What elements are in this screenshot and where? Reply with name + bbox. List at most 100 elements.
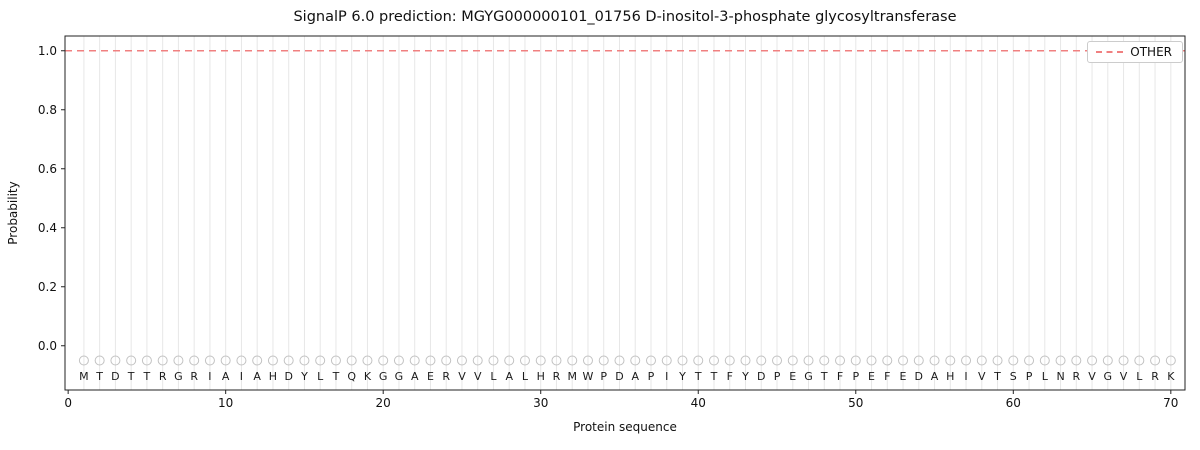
residue-marker bbox=[677, 355, 688, 366]
x-tick-label: 10 bbox=[218, 396, 233, 410]
residue-marker bbox=[756, 355, 767, 366]
residue-letter: D bbox=[615, 370, 623, 383]
residue-letter: Q bbox=[347, 370, 356, 383]
residue-marker bbox=[882, 355, 893, 366]
residue-letter: P bbox=[774, 370, 781, 383]
residue-marker bbox=[1118, 355, 1129, 366]
residue-letter: F bbox=[727, 370, 733, 383]
residue-letter: G bbox=[379, 370, 388, 383]
y-tick-label: 0.0 bbox=[38, 339, 57, 353]
residue-letter: Y bbox=[300, 370, 308, 383]
y-tick-label: 0.4 bbox=[38, 221, 57, 235]
residue-letter: T bbox=[332, 370, 340, 383]
residue-letter: L bbox=[490, 370, 497, 383]
residue-letter: K bbox=[364, 370, 372, 383]
residue-letter: A bbox=[931, 370, 939, 383]
residue-letter: G bbox=[174, 370, 183, 383]
residue-marker bbox=[1102, 355, 1113, 366]
residue-letter: P bbox=[1026, 370, 1033, 383]
residue-marker bbox=[220, 355, 231, 366]
residue-letter: Y bbox=[678, 370, 686, 383]
residue-letter: I bbox=[208, 370, 211, 383]
residue-marker bbox=[126, 355, 137, 366]
x-tick-label: 60 bbox=[1006, 396, 1021, 410]
residue-letter: L bbox=[1042, 370, 1049, 383]
residue-marker bbox=[252, 355, 263, 366]
residue-marker bbox=[535, 355, 546, 366]
y-tick-label: 1.0 bbox=[38, 44, 57, 58]
residue-marker bbox=[204, 355, 215, 366]
residue-letter: G bbox=[395, 370, 404, 383]
residue-marker bbox=[913, 355, 924, 366]
residue-letter: E bbox=[427, 370, 434, 383]
residue-letter: R bbox=[1151, 370, 1159, 383]
chart-title: SignalP 6.0 prediction: MGYG000000101_01… bbox=[293, 9, 957, 25]
residue-marker bbox=[236, 355, 247, 366]
residue-letter: L bbox=[1136, 370, 1143, 383]
residue-letter: V bbox=[1088, 370, 1096, 383]
residue-marker bbox=[1055, 355, 1066, 366]
y-axis-label: Probability bbox=[6, 181, 20, 244]
residue-marker bbox=[1024, 355, 1035, 366]
legend-label: OTHER bbox=[1130, 45, 1172, 59]
x-tick-label: 20 bbox=[376, 396, 391, 410]
residue-marker bbox=[472, 355, 483, 366]
residue-letter: I bbox=[240, 370, 243, 383]
residue-letter: L bbox=[522, 370, 529, 383]
residue-marker bbox=[267, 355, 278, 366]
residue-marker bbox=[173, 355, 184, 366]
residue-marker bbox=[456, 355, 467, 366]
residue-marker bbox=[157, 355, 168, 366]
residue-marker bbox=[519, 355, 530, 366]
residue-marker bbox=[630, 355, 641, 366]
residue-marker bbox=[299, 355, 310, 366]
residue-marker bbox=[1134, 355, 1145, 366]
gridlines bbox=[83, 36, 1172, 390]
residue-marker bbox=[582, 355, 593, 366]
residue-letter: R bbox=[1072, 370, 1080, 383]
residue-letter: T bbox=[820, 370, 828, 383]
residue-marker bbox=[567, 355, 578, 366]
residue-marker bbox=[645, 355, 656, 366]
residue-marker bbox=[504, 355, 515, 366]
residue-marker bbox=[1150, 355, 1161, 366]
residue-letter: F bbox=[884, 370, 890, 383]
residue-letter: H bbox=[946, 370, 954, 383]
residue-letter: P bbox=[852, 370, 859, 383]
residue-marker bbox=[378, 355, 389, 366]
residue-letter: F bbox=[837, 370, 843, 383]
x-tick-label: 40 bbox=[691, 396, 706, 410]
residue-letter: P bbox=[600, 370, 607, 383]
residue-marker bbox=[866, 355, 877, 366]
residue-marker bbox=[110, 355, 121, 366]
residue-letter: I bbox=[665, 370, 668, 383]
residue-marker bbox=[724, 355, 735, 366]
residue-letter: T bbox=[127, 370, 135, 383]
residue-marker bbox=[661, 355, 672, 366]
residue-letter: G bbox=[804, 370, 813, 383]
residue-marker bbox=[1039, 355, 1050, 366]
x-axis-label: Protein sequence bbox=[573, 420, 677, 434]
residue-marker bbox=[1165, 355, 1176, 366]
residue-letter: A bbox=[253, 370, 261, 383]
residue-marker bbox=[425, 355, 436, 366]
residue-marker bbox=[992, 355, 1003, 366]
residue-letter: R bbox=[442, 370, 450, 383]
residue-letter: A bbox=[631, 370, 639, 383]
residue-marker bbox=[409, 355, 420, 366]
y-tick-label: 0.8 bbox=[38, 103, 57, 117]
residue-letter: E bbox=[789, 370, 796, 383]
x-tick-label: 50 bbox=[848, 396, 863, 410]
plot-frame bbox=[64, 35, 1186, 391]
x-tick-label: 30 bbox=[533, 396, 548, 410]
residue-marker bbox=[393, 355, 404, 366]
residue-marker bbox=[94, 355, 105, 366]
residue-marker bbox=[850, 355, 861, 366]
residue-marker bbox=[330, 355, 341, 366]
residue-letter: L bbox=[317, 370, 324, 383]
residue-letter: T bbox=[694, 370, 702, 383]
residue-marker bbox=[362, 355, 373, 366]
